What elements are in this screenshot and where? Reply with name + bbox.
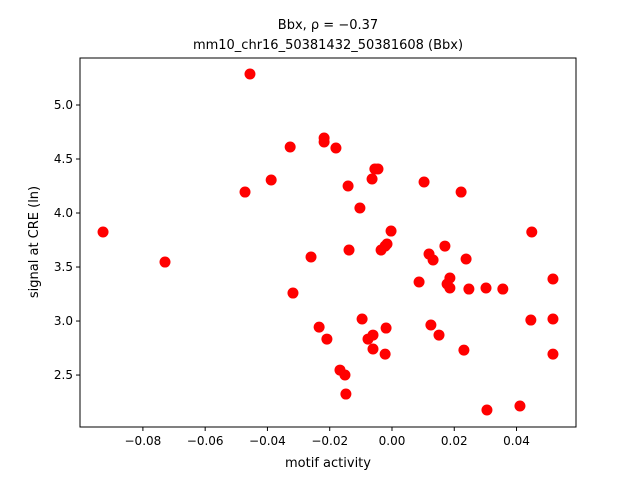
point	[372, 163, 384, 175]
point	[458, 344, 470, 356]
x-tick-label: 0.00	[379, 434, 406, 448]
point	[526, 226, 538, 238]
point	[427, 254, 439, 266]
point	[159, 256, 171, 268]
point	[340, 388, 352, 400]
point	[481, 404, 493, 416]
x-tick-label: −0.04	[249, 434, 286, 448]
point	[244, 68, 256, 80]
point	[354, 202, 366, 214]
point	[239, 186, 251, 198]
y-tick-label: 5.0	[54, 98, 73, 112]
y-tick-label: 3.5	[54, 260, 73, 274]
point	[343, 244, 355, 256]
point	[339, 369, 351, 381]
point	[367, 343, 379, 355]
x-tick-label: −0.08	[125, 434, 162, 448]
point	[433, 329, 445, 341]
point	[497, 283, 509, 295]
point	[366, 173, 378, 185]
point	[547, 273, 559, 285]
y-tick-label: 4.5	[54, 152, 73, 166]
y-axis-label: signal at CRE (ln)	[27, 186, 42, 298]
point	[463, 283, 475, 295]
x-tick-label: 0.04	[503, 434, 530, 448]
point	[321, 333, 333, 345]
x-tick-label: −0.06	[187, 434, 224, 448]
y-tick-label: 3.0	[54, 314, 73, 328]
x-tick-label: −0.02	[311, 434, 348, 448]
point	[367, 329, 379, 341]
point	[284, 141, 296, 153]
point	[525, 314, 537, 326]
point	[413, 276, 425, 288]
point	[381, 238, 393, 250]
point	[460, 253, 472, 265]
point	[385, 225, 397, 237]
chart-subtitle: mm10_chr16_50381432_50381608 (Bbx)	[193, 38, 463, 53]
point	[547, 348, 559, 360]
y-tick-label: 4.0	[54, 206, 73, 220]
point	[418, 176, 430, 188]
point	[265, 174, 277, 186]
point	[480, 282, 492, 294]
point	[444, 282, 456, 294]
point	[313, 321, 325, 333]
point	[547, 313, 559, 325]
point	[455, 186, 467, 198]
axes-frame	[79, 57, 577, 428]
point	[425, 319, 437, 331]
chart-title: Bbx, ρ = −0.37	[278, 18, 378, 33]
point	[439, 240, 451, 252]
point	[287, 287, 299, 299]
point	[330, 142, 342, 154]
x-axis-label: motif activity	[285, 456, 371, 471]
point	[514, 400, 526, 412]
point	[318, 136, 330, 148]
x-tick-label: 0.02	[441, 434, 468, 448]
point	[305, 251, 317, 263]
point	[97, 226, 109, 238]
point	[356, 313, 368, 325]
point	[379, 348, 391, 360]
point	[342, 180, 354, 192]
y-tick-label: 2.5	[54, 368, 73, 382]
point	[380, 322, 392, 334]
